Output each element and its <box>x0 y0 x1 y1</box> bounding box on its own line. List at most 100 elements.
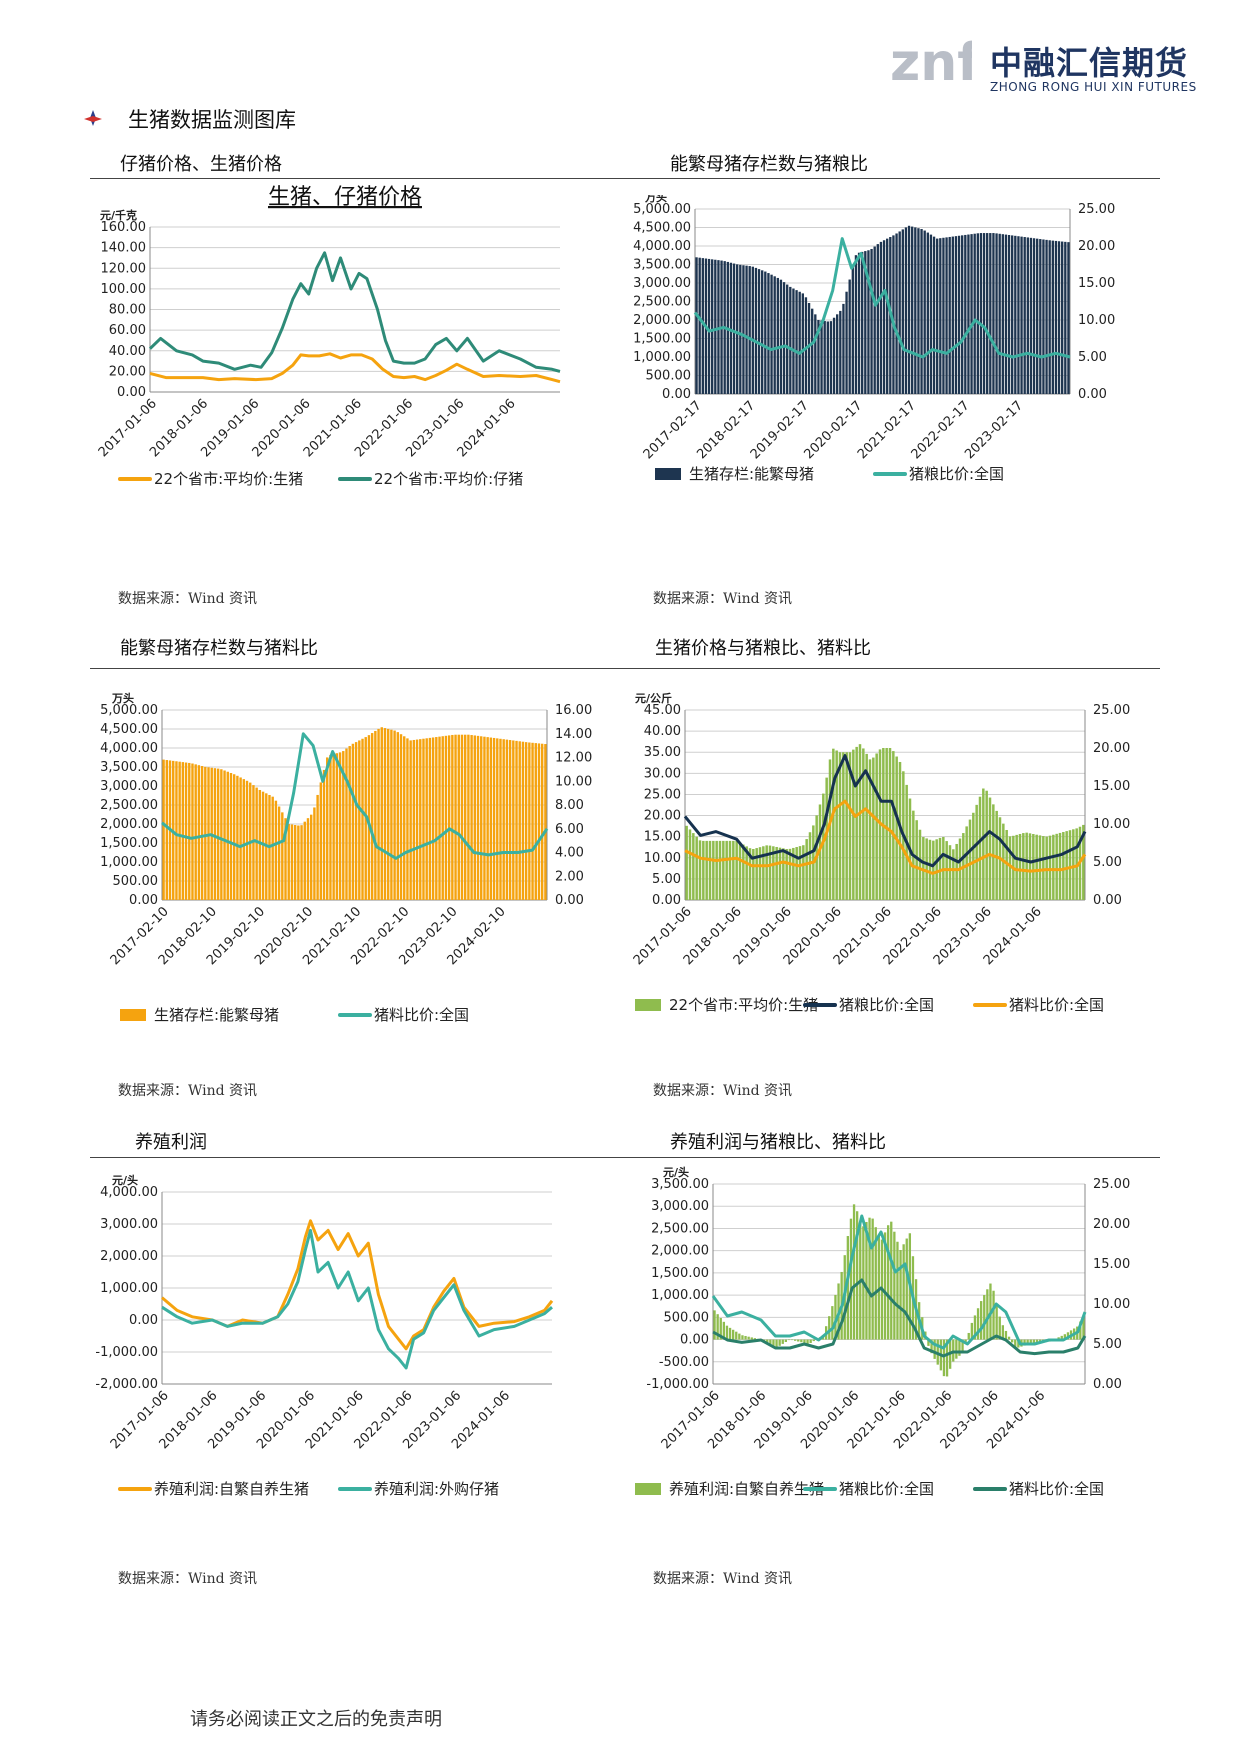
bar <box>804 297 808 394</box>
legend-swatch <box>635 1483 661 1495</box>
y-tick-label: 2,000.00 <box>100 1249 158 1264</box>
bar <box>955 843 958 900</box>
bar <box>377 728 380 900</box>
bar <box>757 269 761 394</box>
bar <box>917 228 920 394</box>
bar <box>782 282 786 394</box>
bar <box>982 233 986 394</box>
y-tick-label: 3,000.00 <box>100 779 158 794</box>
bar <box>776 277 779 394</box>
bar <box>868 759 872 900</box>
bar <box>979 1301 983 1340</box>
y-right-tick-label: 15.00 <box>1093 779 1130 794</box>
chart-hog-price-ratios: 元/公斤 0.00 5.00 10.00 15.00 20.00 25.00 30.00 35.… <box>631 691 1130 1014</box>
y-tick-label: 20.00 <box>644 809 681 824</box>
series-line <box>161 1219 554 1351</box>
bar <box>380 727 383 900</box>
bar <box>739 264 742 394</box>
panel-title-4: 生猪价格与猪粮比、猪料比 <box>655 638 871 659</box>
bar <box>915 820 918 900</box>
legend-label: 猪粮比价:全国 <box>839 996 934 1014</box>
bar <box>742 844 745 900</box>
bar <box>902 1244 905 1340</box>
bar <box>374 730 377 900</box>
bar <box>178 761 181 900</box>
y-tick-label: 4,000.00 <box>633 239 691 254</box>
y-right-tick-label: 0.00 <box>1093 1377 1122 1392</box>
bar <box>165 760 169 900</box>
bar <box>800 1339 803 1343</box>
bar <box>805 839 808 900</box>
bar <box>747 1336 750 1340</box>
y-tick-label: 2,500.00 <box>100 798 158 813</box>
series-line <box>684 799 1087 875</box>
bar <box>229 772 233 900</box>
bar <box>220 769 223 900</box>
bar <box>801 293 804 394</box>
y-axis-unit-label: 万头 <box>644 195 667 204</box>
bar <box>313 807 316 900</box>
bar <box>300 825 303 900</box>
bar <box>798 846 802 900</box>
bar <box>785 849 788 900</box>
bar <box>277 806 281 900</box>
chart-sow-inventory-hog-feed-ratio: 万头 0.00 500.00 1,000.00 1,500.00 2,000.00 2,50… <box>100 691 592 1024</box>
bar <box>428 737 432 900</box>
bar <box>834 1294 837 1340</box>
bar <box>852 1204 856 1340</box>
bar <box>396 732 400 900</box>
bar <box>795 847 798 900</box>
bar <box>788 848 792 900</box>
bar <box>964 1339 967 1344</box>
bar <box>929 234 933 394</box>
bar <box>1065 831 1068 900</box>
bar <box>476 735 480 900</box>
bar <box>745 846 748 900</box>
y-tick-label: -2,000.00 <box>95 1377 158 1392</box>
bar <box>849 1218 853 1340</box>
bar <box>1008 836 1012 900</box>
bar <box>896 1241 899 1340</box>
bar <box>871 1218 874 1340</box>
bar <box>814 314 817 394</box>
bar <box>444 735 448 900</box>
bar <box>486 737 489 900</box>
y-tick-label: -500.00 <box>659 1355 709 1370</box>
bar <box>905 1238 908 1340</box>
bar <box>995 233 998 394</box>
bar <box>958 1339 961 1356</box>
bar <box>826 321 829 394</box>
bar <box>297 825 300 900</box>
bar <box>688 829 692 900</box>
bar <box>930 1339 933 1354</box>
bar <box>875 753 878 900</box>
bar <box>483 736 486 900</box>
bar <box>512 740 515 900</box>
bar <box>758 847 762 900</box>
bar <box>361 738 364 900</box>
bar <box>764 271 767 394</box>
bar <box>945 237 948 394</box>
y-tick-label: 3,000.00 <box>100 1217 158 1232</box>
panel-title-3: 能繁母猪存栏数与猪料比 <box>120 638 318 659</box>
bar <box>983 1295 986 1340</box>
company-logo-icon: znf <box>890 33 972 90</box>
bar <box>370 733 374 900</box>
data-source: 数据来源：Wind 资讯 <box>653 1083 793 1099</box>
bar <box>191 763 194 900</box>
y-tick-label: 1,500.00 <box>651 1266 709 1281</box>
bar <box>851 267 854 394</box>
bar <box>899 1250 902 1340</box>
bar <box>1029 1339 1032 1344</box>
disclaimer-footer: 请务必阅读正文之后的免责声明 <box>190 1709 442 1730</box>
bar <box>865 753 868 900</box>
chart-sow-inventory-hog-grain-ratio: 万头 0.00 500.00 1,000.00 1,500.00 2,000.00 2,50… <box>633 195 1115 483</box>
bar <box>970 1322 974 1340</box>
y-tick-label: 30.00 <box>644 766 681 781</box>
bar <box>778 1339 781 1346</box>
bar <box>829 321 833 394</box>
bar <box>789 286 792 394</box>
series-line <box>148 251 561 373</box>
bar <box>752 848 755 900</box>
bar <box>1063 1334 1067 1340</box>
